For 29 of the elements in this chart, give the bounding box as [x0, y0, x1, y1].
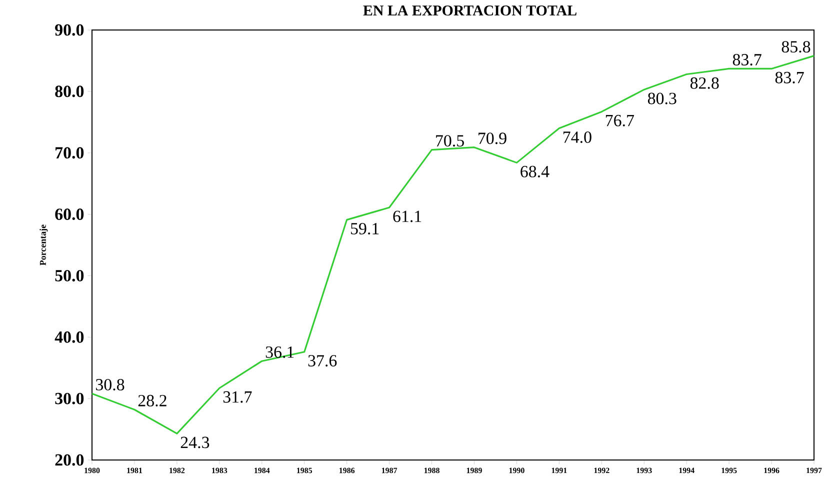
data-label: 31.7: [223, 391, 252, 403]
data-label: 24.3: [180, 436, 210, 448]
y-tick-label: 50.0: [55, 270, 84, 282]
data-label: 30.8: [96, 378, 124, 390]
data-label: 70.9: [478, 132, 506, 144]
chart-title: EN LA EXPORTACION TOTAL: [363, 6, 576, 16]
data-label: 83.7: [775, 72, 804, 84]
data-label: 28.2: [138, 394, 166, 406]
y-tick-label: 30.0: [55, 392, 84, 404]
line-series: [91, 55, 815, 434]
y-tick-label: 80.0: [55, 86, 84, 98]
y-tick-label: 40.0: [54, 331, 84, 343]
y-tick-label: 60.0: [55, 208, 84, 220]
data-label: 68.4: [520, 166, 550, 178]
y-axis-title: Porcentaje: [40, 224, 48, 266]
data-label: 82.8: [690, 77, 719, 89]
data-label: 70.5: [436, 135, 464, 147]
data-label: 83.7: [732, 54, 762, 66]
data-label: 59.1: [351, 223, 379, 234]
data-label: 36.1: [266, 346, 294, 358]
data-label: 85.8: [782, 41, 810, 53]
data-label: 76.7: [606, 114, 634, 126]
y-tick-label: 90.0: [55, 24, 84, 36]
y-tick-label: 20.0: [55, 454, 84, 466]
data-label: 80.3: [648, 92, 676, 104]
data-label: 61.1: [393, 210, 422, 222]
data-label: 74.0: [563, 131, 592, 143]
data-label: 37.6: [308, 355, 337, 367]
y-tick-label: 70.0: [56, 147, 84, 159]
